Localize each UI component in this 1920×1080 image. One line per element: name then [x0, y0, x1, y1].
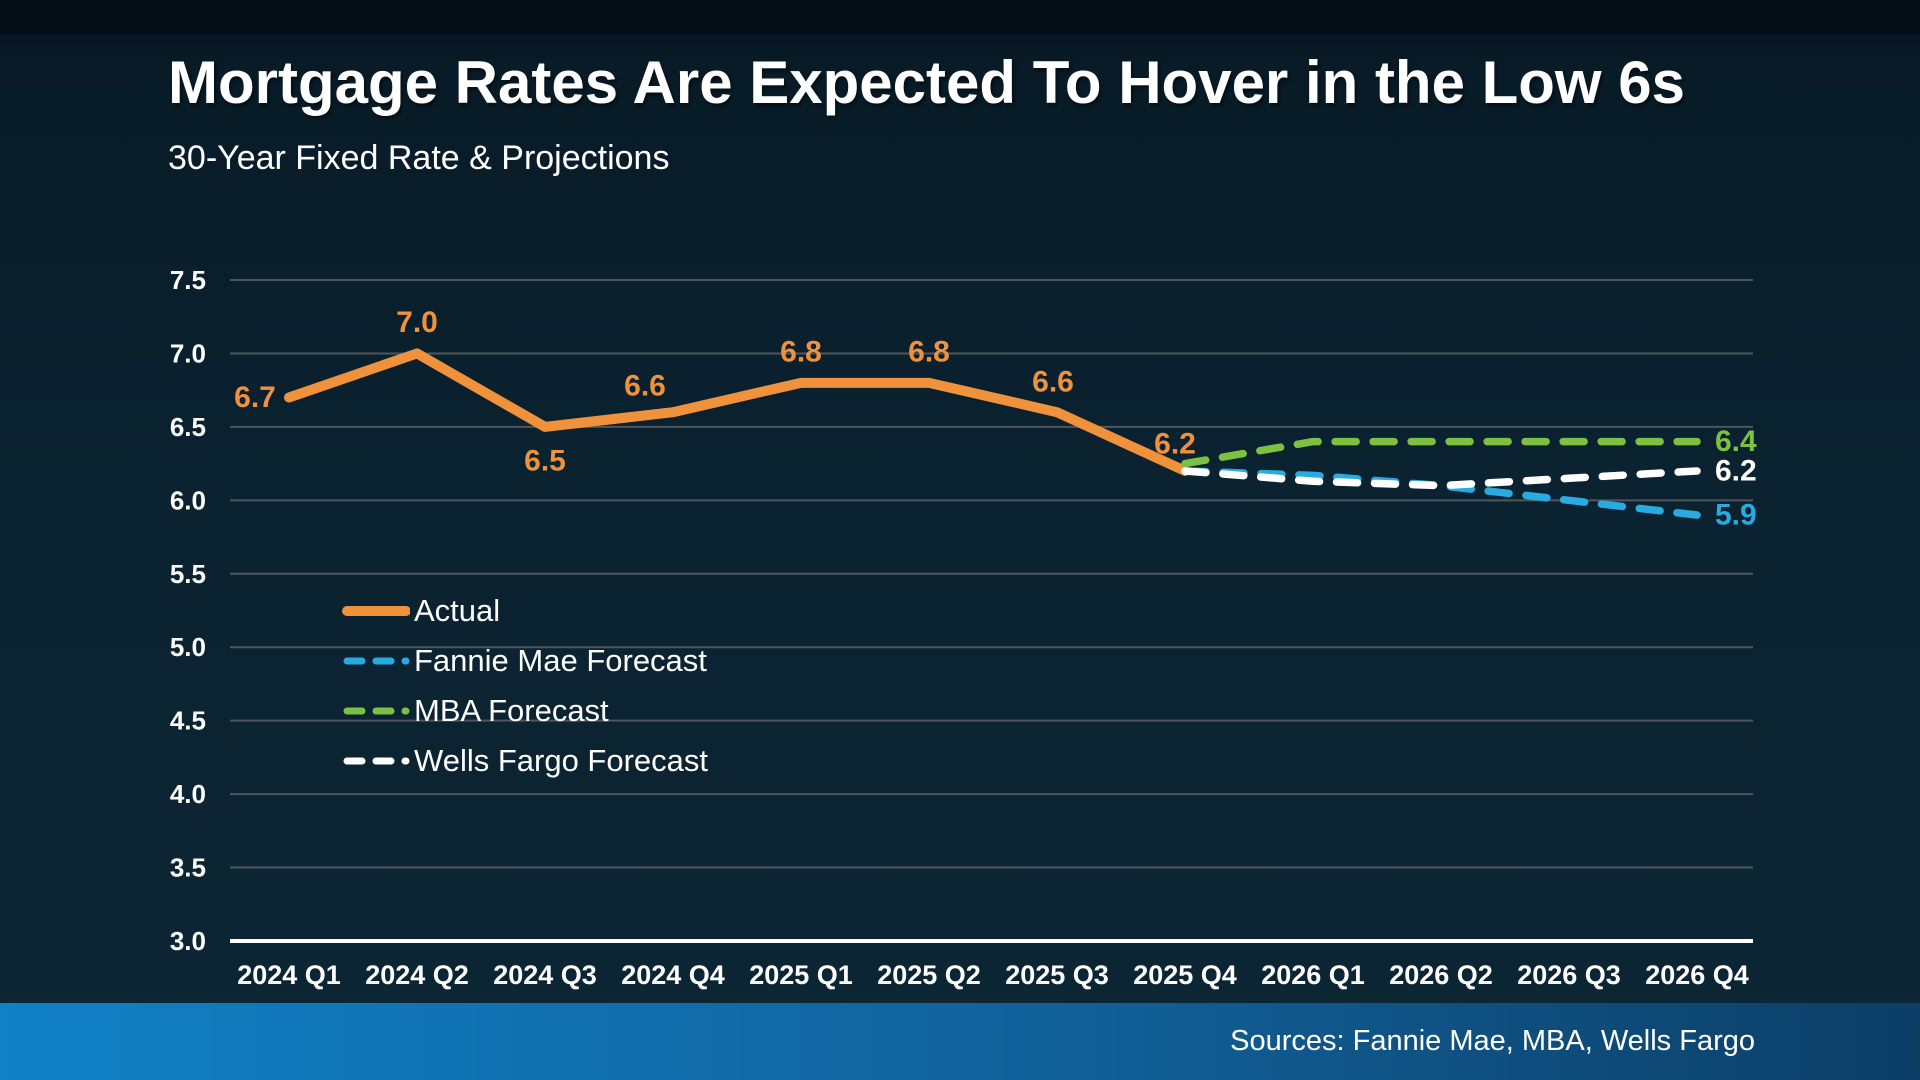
- x-tick-label: 2026 Q1: [1261, 960, 1365, 990]
- footer-bar: Sources: Fannie Mae, MBA, Wells Fargo: [0, 1003, 1920, 1080]
- x-tick-label: 2024 Q3: [493, 960, 597, 990]
- legend-swatch-dashed-line-icon: [343, 657, 410, 665]
- y-tick-label: 6.0: [170, 485, 206, 515]
- legend-label: Actual: [414, 593, 501, 628]
- y-tick-label: 7.5: [170, 265, 206, 295]
- y-tick-label: 3.5: [170, 853, 206, 883]
- gridlines-group: 7.5 7.0 6.5 6.0 5.5 5.0 4.5 4.0 3.5 3.0: [170, 265, 1753, 956]
- actual-point-label: 6.8: [780, 335, 822, 368]
- actual-point-label: 6.7: [234, 381, 276, 414]
- y-tick-label: 4.0: [170, 779, 206, 809]
- top-strip: [0, 0, 1920, 34]
- series-end-label-wells-fargo-forecast: 6.2: [1715, 454, 1757, 487]
- actual-point-label: 7.0: [396, 306, 438, 339]
- legend-swatch-dashed-line-icon: [343, 757, 410, 765]
- chart-legend: Actual Fannie Mae Forecast MBA Forecast Wel…: [342, 586, 708, 786]
- actual-point-label: 6.6: [1032, 366, 1074, 399]
- legend-item-mba-forecast: MBA Forecast: [342, 686, 708, 736]
- legend-swatch-solid-line-icon: [342, 606, 410, 616]
- actual-point-label: 6.8: [908, 335, 950, 368]
- y-tick-label: 4.5: [170, 706, 206, 736]
- y-tick-label: 7.0: [170, 338, 206, 368]
- page-title: Mortgage Rates Are Expected To Hover in …: [168, 49, 1685, 116]
- series-line-wells-fargo-forecast: [1181, 467, 1701, 490]
- legend-swatch-dashed-line-icon: [343, 707, 410, 715]
- x-tick-label: 2026 Q4: [1645, 960, 1749, 990]
- x-tick-label: 2026 Q2: [1389, 960, 1493, 990]
- x-tick-label: 2024 Q1: [237, 960, 341, 990]
- series-line-fannie-mae-forecast: [1181, 467, 1701, 519]
- actual-point-labels-group: 6.7 7.0 6.5 6.6 6.8 6.8 6.6 6.2: [234, 306, 1196, 477]
- x-tick-label: 2024 Q2: [365, 960, 469, 990]
- legend-label: MBA Forecast: [414, 693, 609, 728]
- y-tick-label: 6.5: [170, 412, 206, 442]
- actual-point-label: 6.2: [1154, 427, 1196, 460]
- y-tick-label: 5.5: [170, 559, 206, 589]
- y-tick-label: 5.0: [170, 632, 206, 662]
- page-subtitle: 30-Year Fixed Rate & Projections: [168, 139, 670, 177]
- legend-item-actual: Actual: [342, 586, 708, 636]
- legend-label: Wells Fargo Forecast: [414, 743, 709, 778]
- series-end-label-fannie-mae-forecast: 5.9: [1715, 499, 1757, 532]
- y-tick-label: 3.0: [170, 926, 206, 956]
- legend-item-fannie-mae-forecast: Fannie Mae Forecast: [342, 636, 708, 686]
- x-tick-label: 2025 Q3: [1005, 960, 1109, 990]
- x-tick-label: 2025 Q2: [877, 960, 981, 990]
- x-tick-labels-group: 2024 Q1 2024 Q2 2024 Q3 2024 Q4 2025 Q1 2025 …: [237, 960, 1749, 990]
- series-line-mba-forecast: [1181, 437, 1701, 468]
- x-tick-label: 2024 Q4: [621, 960, 725, 990]
- x-tick-label: 2026 Q3: [1517, 960, 1621, 990]
- sources-text: Sources: Fannie Mae, MBA, Wells Fargo: [1230, 1025, 1755, 1057]
- series-line-actual: [284, 348, 1190, 476]
- actual-point-label: 6.5: [524, 444, 566, 477]
- header: Mortgage Rates Are Expected To Hover in …: [168, 48, 1685, 178]
- actual-point-label: 6.6: [624, 370, 666, 403]
- x-tick-label: 2025 Q1: [749, 960, 853, 990]
- series-end-label-mba-forecast: 6.4: [1715, 425, 1757, 458]
- legend-label: Fannie Mae Forecast: [414, 643, 707, 678]
- x-tick-label: 2025 Q4: [1133, 960, 1237, 990]
- legend-item-wells-fargo-forecast: Wells Fargo Forecast: [342, 736, 708, 786]
